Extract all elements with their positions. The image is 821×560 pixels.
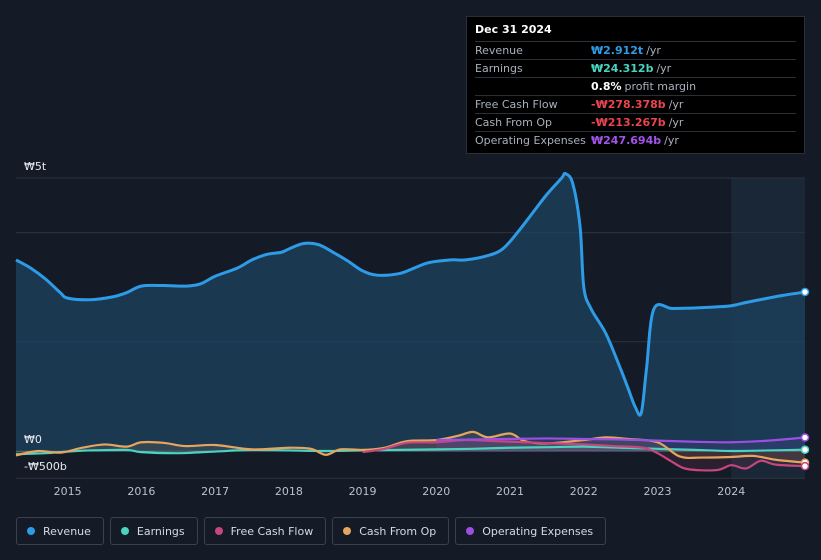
legend-label: Cash From Op — [359, 524, 437, 538]
legend-dot-icon — [27, 527, 35, 535]
tooltip-row-label: Revenue — [475, 44, 523, 57]
tooltip-row-unit: /yr — [668, 98, 684, 111]
series-lines — [15, 171, 806, 472]
cash-from-op-line — [15, 430, 806, 464]
legend-dot-icon — [343, 527, 352, 535]
tooltip-row: Free Cash Flow -₩278.378b/yr — [475, 96, 796, 114]
x-tick-label: 2016 — [127, 485, 156, 498]
legend-dot-icon — [466, 527, 475, 535]
revenue-area — [16, 173, 805, 451]
x-tick-label: 2017 — [201, 485, 230, 498]
tooltip-row-unit: profit margin — [624, 80, 697, 93]
tooltip-row-unit: /yr — [664, 134, 679, 147]
tooltip-row-unit: /yr — [656, 62, 672, 75]
free-cash-flow-area — [362, 440, 805, 471]
earnings-end-marker — [800, 445, 810, 454]
legend-item-earnings[interactable]: Earnings — [109, 517, 198, 545]
tooltip-row-label: Free Cash Flow — [475, 98, 558, 111]
tooltip-row-value: 0.8% — [591, 80, 622, 93]
x-tick-label: 2022 — [569, 485, 598, 498]
tooltip-row-label: Earnings — [475, 62, 523, 75]
financial-chart — [15, 171, 810, 479]
x-tick-label: 2018 — [274, 485, 303, 498]
tooltip-date: Dec 31 2024 — [475, 24, 796, 42]
tooltip-row-value: ₩24.312b — [591, 62, 654, 75]
legend-label: Operating Expenses — [482, 524, 594, 538]
legend-dot-icon — [120, 527, 129, 535]
series-end-markers — [800, 287, 810, 471]
tooltip-row-label: Cash From Op — [475, 116, 553, 129]
x-tick-label: 2023 — [643, 485, 672, 498]
series-areas — [16, 173, 805, 471]
legend-item-revenue[interactable]: Revenue — [16, 517, 104, 545]
legend-dot-icon — [214, 527, 223, 535]
tooltip-row-value: -₩213.267b — [591, 116, 666, 129]
tooltip-row-unit: /yr — [646, 44, 661, 57]
chart-legend: Revenue Earnings Free Cash Flow Cash From O… — [16, 517, 607, 545]
tooltip-row-value: ₩2.912t — [591, 44, 644, 57]
x-tick-label: 2020 — [422, 485, 451, 498]
legend-label: Earnings — [136, 524, 185, 538]
legend-label: Revenue — [43, 524, 91, 538]
tooltip-row-label: Operating Expenses — [475, 134, 586, 147]
revenue-line — [15, 171, 806, 417]
x-tick-label: 2024 — [717, 485, 746, 498]
operating-expenses-line — [436, 436, 806, 444]
free-cash-flow-line — [362, 438, 806, 472]
tooltip-rows: Revenue ₩2.912t/yr Earnings ₩24.312b/yr 0.8%… — [475, 42, 796, 149]
y-tick-label-zero: ₩0 — [24, 433, 42, 446]
operating-expenses-end-marker — [800, 433, 810, 442]
tooltip-row: 0.8% profit margin — [475, 78, 796, 96]
x-tick-label: 2015 — [53, 485, 82, 498]
y-tick-label-bottom: -₩500b — [24, 460, 67, 473]
revenue-end-marker — [800, 287, 810, 297]
tooltip-row: Operating Expenses ₩247.694b/yr — [475, 132, 796, 149]
legend-item-cash-from-op[interactable]: Cash From Op — [332, 517, 450, 545]
tooltip-row: Cash From Op -₩213.267b/yr — [475, 114, 796, 132]
x-tick-label: 2019 — [348, 485, 377, 498]
tooltip-row: Earnings ₩24.312b/yr — [475, 60, 796, 78]
tooltip-row-value: -₩278.378b — [591, 98, 666, 111]
y-tick-label-top: ₩5t — [24, 160, 47, 173]
free-cash-flow-end-marker — [800, 461, 810, 471]
legend-item-operating-expenses[interactable]: Operating Expenses — [455, 517, 607, 545]
legend-label: Free Cash Flow — [230, 524, 314, 538]
tooltip-row-value: ₩247.694b — [591, 134, 662, 147]
tooltip-row: Revenue ₩2.912t/yr — [475, 42, 796, 60]
data-tooltip: Dec 31 2024 Revenue ₩2.912t/yr Earnings ₩24… — [466, 16, 805, 154]
legend-item-free-cash-flow[interactable]: Free Cash Flow — [203, 517, 327, 545]
tooltip-row-unit: /yr — [668, 116, 684, 129]
tooltip-row-label — [475, 78, 591, 95]
x-tick-label: 2021 — [496, 485, 525, 498]
